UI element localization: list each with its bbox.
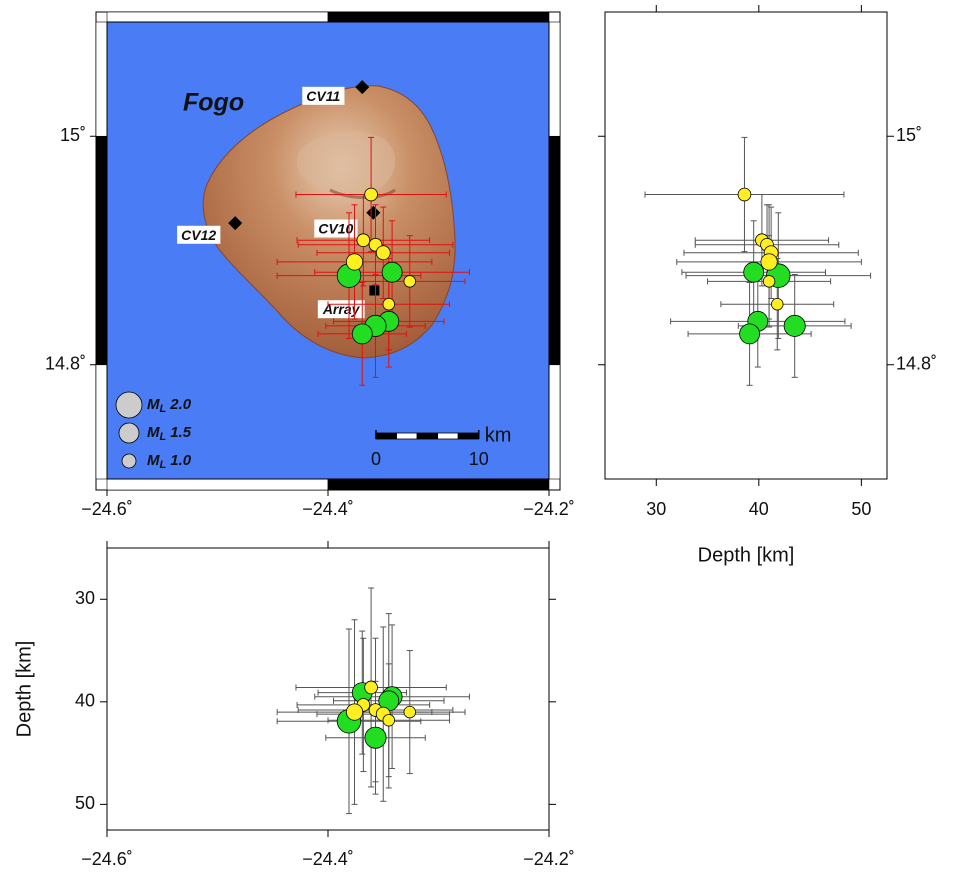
event: [771, 298, 783, 310]
map-title: Fogo: [183, 89, 244, 117]
event: [357, 234, 370, 247]
event: [346, 704, 362, 720]
y-tick-label: 15˚: [60, 125, 86, 145]
y-axis-title: Depth [km]: [13, 641, 35, 738]
scalebar-segment: [458, 433, 479, 439]
event: [740, 324, 760, 344]
x-tick-label: 50: [851, 499, 871, 519]
event: [383, 298, 395, 310]
figure: Fogo −24.6˚ −24.4˚ −24.2˚ 14.8˚ 15˚ 30 40 50 14.…: [0, 0, 963, 875]
event: [365, 188, 378, 201]
legend-subscript: L: [160, 431, 167, 443]
frame-bar: [96, 136, 107, 365]
y-tick-label: 30: [75, 588, 95, 608]
event: [365, 727, 386, 748]
panel-frame: [107, 548, 549, 830]
legend-value: 1.5: [170, 424, 192, 441]
page: {"chart_data": { "type": "seismicity", "…: [0, 0, 963, 875]
legend-subscript: L: [160, 459, 167, 471]
event: [346, 254, 362, 270]
event: [763, 276, 775, 288]
legend-symbol-text: M: [147, 396, 160, 413]
event: [383, 714, 395, 726]
scalebar-label: 10: [469, 449, 489, 469]
scalebar-segment: [376, 433, 397, 439]
frame-bar: [549, 22, 560, 136]
frame-bar: [96, 365, 107, 479]
event: [744, 262, 764, 282]
frame-bar: [107, 12, 328, 22]
frame-bar: [328, 479, 549, 490]
legend-value: 2.0: [169, 396, 192, 413]
station-marker: [369, 285, 379, 295]
station-label: CV10: [318, 221, 353, 237]
scalebar-segment: [397, 433, 418, 439]
frame-bar: [328, 12, 549, 22]
event: [365, 681, 378, 694]
frame-bar: [107, 479, 328, 490]
event: [352, 324, 372, 344]
x-tick-label: −24.4˚: [302, 849, 354, 869]
legend-symbol: [119, 423, 139, 443]
y-tick-label: 15˚: [896, 125, 922, 145]
scalebar-segment: [438, 433, 459, 439]
frame-bar: [96, 22, 107, 136]
y-tick-label: 14.8˚: [896, 354, 937, 374]
frame-bar: [549, 365, 560, 479]
legend-symbol-text: M: [147, 424, 160, 441]
event: [738, 188, 751, 201]
legend-value: 1.0: [170, 452, 192, 469]
y-tick-label: 40: [75, 691, 95, 711]
legend-symbol: [116, 392, 142, 418]
y-tick-label: 14.8˚: [45, 354, 86, 374]
station-label: CV12: [181, 227, 216, 243]
event: [404, 706, 416, 718]
legend-symbol: [122, 454, 136, 468]
x-tick-label: 40: [749, 499, 769, 519]
event: [376, 246, 390, 260]
station-label: CV11: [306, 88, 340, 104]
x-tick-label: 30: [646, 499, 666, 519]
y-tick-label: 50: [75, 793, 95, 813]
frame-bar: [549, 136, 560, 365]
legend-subscript: L: [160, 403, 167, 415]
legend-symbol-text: M: [147, 452, 160, 469]
scalebar-segment: [417, 433, 438, 439]
scalebar-label: 0: [371, 449, 381, 469]
x-axis-title: Depth [km]: [698, 544, 795, 566]
x-tick-label: −24.6˚: [81, 499, 133, 519]
x-tick-label: −24.6˚: [81, 849, 133, 869]
x-tick-label: −24.2˚: [523, 849, 575, 869]
scalebar-unit: km: [485, 424, 512, 446]
x-tick-label: −24.4˚: [302, 499, 354, 519]
event: [382, 262, 402, 282]
event: [761, 254, 777, 270]
event: [404, 276, 416, 288]
event: [784, 315, 805, 336]
panel-frame: [605, 12, 887, 479]
x-tick-label: −24.2˚: [523, 499, 575, 519]
